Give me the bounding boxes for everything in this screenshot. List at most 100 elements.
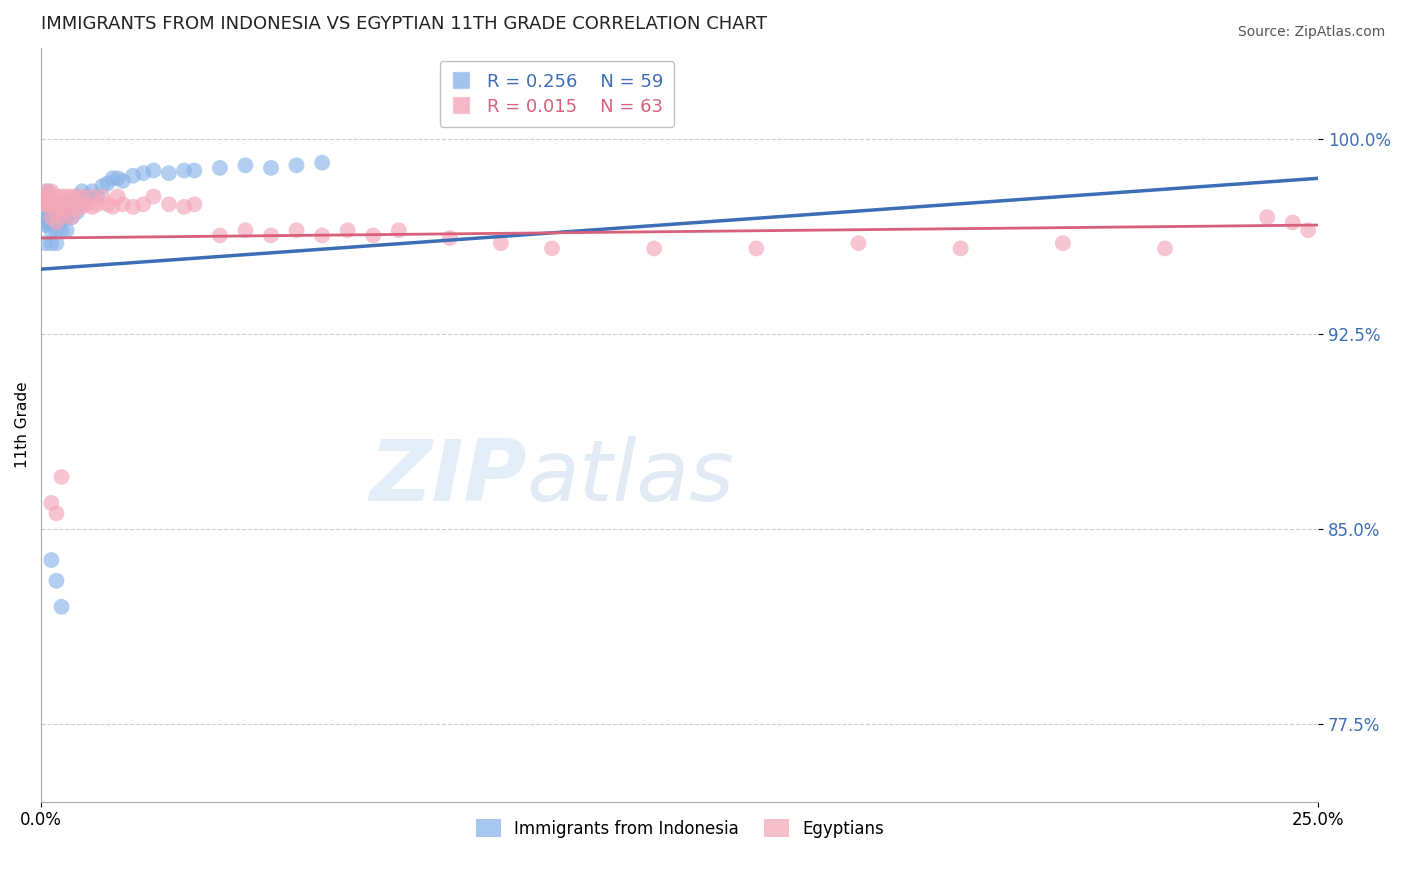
Point <box>41 197 63 211</box>
Point <box>45 197 67 211</box>
Point <box>55 197 77 211</box>
Point <box>1154 241 1177 255</box>
Point <box>51 470 73 484</box>
Point <box>70 200 93 214</box>
Point <box>34 236 56 251</box>
Point <box>45 236 67 251</box>
Text: ZIP: ZIP <box>368 436 526 519</box>
Point <box>848 236 870 251</box>
Point <box>122 200 145 214</box>
Y-axis label: 11th Grade: 11th Grade <box>15 382 30 468</box>
Point <box>235 158 257 172</box>
Point <box>35 218 58 232</box>
Point <box>55 189 77 203</box>
Point <box>60 211 83 225</box>
Point <box>35 184 58 198</box>
Point <box>34 189 56 203</box>
Point <box>41 215 63 229</box>
Text: IMMIGRANTS FROM INDONESIA VS EGYPTIAN 11TH GRADE CORRELATION CHART: IMMIGRANTS FROM INDONESIA VS EGYPTIAN 11… <box>41 15 768 33</box>
Point <box>66 202 89 217</box>
Point <box>66 189 89 203</box>
Point <box>60 200 83 214</box>
Point <box>101 171 124 186</box>
Point <box>46 205 69 219</box>
Point <box>55 223 77 237</box>
Point <box>34 197 56 211</box>
Point <box>45 506 67 520</box>
Point <box>38 197 60 211</box>
Point <box>41 197 63 211</box>
Point <box>1052 236 1074 251</box>
Text: Source: ZipAtlas.com: Source: ZipAtlas.com <box>1237 25 1385 39</box>
Point <box>51 189 73 203</box>
Point <box>91 179 114 194</box>
Point <box>142 189 165 203</box>
Legend: Immigrants from Indonesia, Egyptians: Immigrants from Indonesia, Egyptians <box>467 811 893 846</box>
Point <box>86 189 108 203</box>
Point <box>285 223 308 237</box>
Point <box>41 236 63 251</box>
Point <box>70 189 93 203</box>
Point <box>66 205 89 219</box>
Point <box>37 189 59 203</box>
Point <box>107 171 129 186</box>
Point <box>111 197 134 211</box>
Point <box>311 228 333 243</box>
Point <box>157 166 180 180</box>
Point <box>70 197 93 211</box>
Point <box>311 155 333 169</box>
Point <box>51 211 73 225</box>
Point <box>388 223 411 237</box>
Point <box>37 184 59 198</box>
Point <box>86 197 108 211</box>
Point <box>32 197 55 211</box>
Point <box>1281 215 1303 229</box>
Point <box>35 189 58 203</box>
Point <box>101 200 124 214</box>
Point <box>31 205 53 219</box>
Point <box>38 197 60 211</box>
Point <box>45 223 67 237</box>
Point <box>111 174 134 188</box>
Point <box>60 211 83 225</box>
Point <box>51 211 73 225</box>
Point <box>41 184 63 198</box>
Point <box>45 205 67 219</box>
Point <box>45 215 67 229</box>
Point <box>96 197 118 211</box>
Point <box>91 189 114 203</box>
Point <box>260 161 283 175</box>
Point <box>41 223 63 237</box>
Point <box>183 163 205 178</box>
Point <box>51 223 73 237</box>
Point <box>285 158 308 172</box>
Point <box>82 184 104 198</box>
Point <box>48 215 70 229</box>
Point <box>643 241 665 255</box>
Point <box>51 599 73 614</box>
Point <box>235 223 257 237</box>
Point <box>745 241 768 255</box>
Point <box>157 197 180 211</box>
Point <box>66 189 89 203</box>
Point <box>336 223 359 237</box>
Point <box>107 189 129 203</box>
Point <box>132 166 155 180</box>
Point <box>183 197 205 211</box>
Point <box>541 241 564 255</box>
Point <box>76 197 98 211</box>
Point <box>32 215 55 229</box>
Point <box>45 215 67 229</box>
Point <box>142 163 165 178</box>
Point <box>82 200 104 214</box>
Point <box>173 163 195 178</box>
Point <box>53 205 76 219</box>
Point <box>45 211 67 225</box>
Point <box>37 211 59 225</box>
Point <box>55 202 77 217</box>
Point <box>41 211 63 225</box>
Point <box>489 236 512 251</box>
Point <box>42 205 65 219</box>
Point <box>439 231 461 245</box>
Point <box>70 184 93 198</box>
